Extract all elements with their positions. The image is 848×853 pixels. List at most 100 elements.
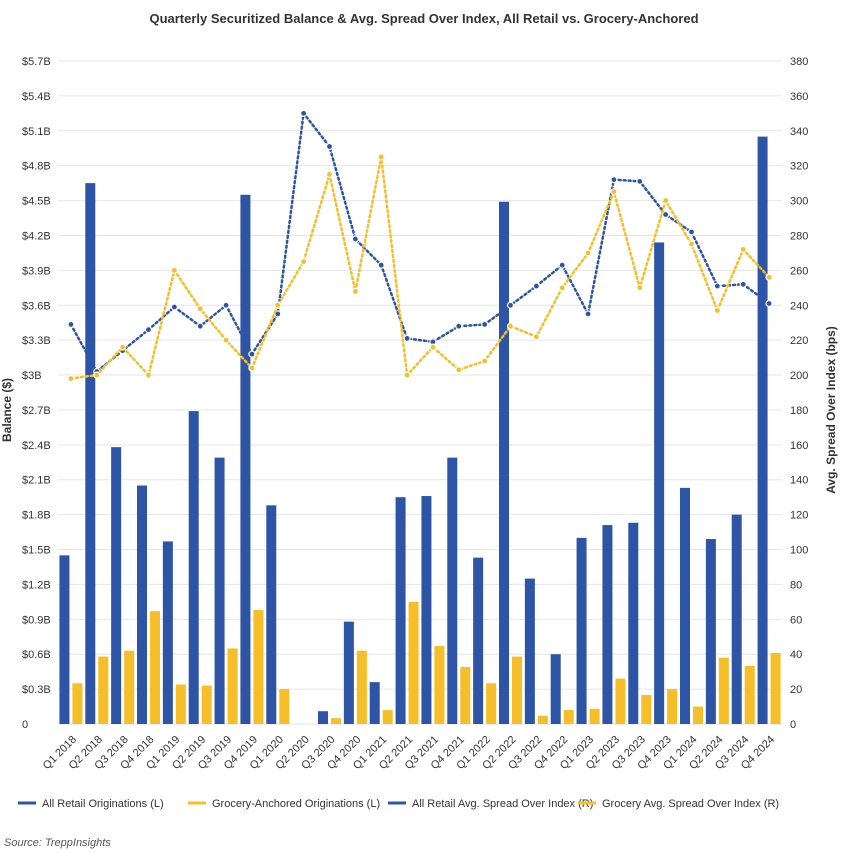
right-axis-ticks: 0 20 40 60 80 100 120 140 160 180 200 220 240 260 280 3… <box>790 56 808 731</box>
y2-tick-label: 100 <box>790 545 808 557</box>
y2-tick-label: 40 <box>790 649 802 661</box>
y2-tick-label: 260 <box>790 265 808 277</box>
y-tick-label: $2.7B <box>22 405 51 417</box>
grocery-bar <box>615 678 626 724</box>
grocery-spread-point <box>325 170 334 179</box>
all-retail-bar <box>499 201 509 724</box>
y-tick-label: $4.2B <box>22 230 51 242</box>
all-retail-bar <box>240 194 251 724</box>
all-retail-spread-point <box>687 228 696 236</box>
legend-label: Grocery Avg. Spread Over Index (R) <box>602 798 779 810</box>
legend-label: All Retail Originations (L) <box>42 798 164 810</box>
chart-title: Quarterly Securitized Balance & Avg. Spr… <box>149 11 699 26</box>
y2-tick-label: 180 <box>790 405 808 417</box>
all-retail-spread-point <box>377 261 385 269</box>
grocery-spread-point <box>144 371 153 379</box>
y2-tick-label: 220 <box>790 335 808 347</box>
y2-tick-label: 120 <box>790 510 808 522</box>
all-retail-spread-point <box>481 320 489 329</box>
all-retail-bar <box>705 539 716 724</box>
all-retail-spread-point <box>300 109 308 117</box>
all-retail-spread-point <box>713 282 721 290</box>
all-retail-spread-point <box>170 303 178 311</box>
bars <box>59 136 781 724</box>
grocery-spread-point <box>93 371 101 379</box>
grocery-bar <box>382 710 393 724</box>
grocery-bar <box>72 683 83 724</box>
grocery-bar <box>150 611 160 724</box>
all-retail-bar <box>343 621 354 724</box>
all-retail-bar <box>111 447 122 724</box>
all-retail-bar <box>214 457 225 724</box>
all-retail-spread-point <box>506 301 515 309</box>
all-retail-spread-point <box>739 280 747 288</box>
all-retail-bar <box>654 242 665 724</box>
legend-label: Grocery-Anchored Originations (L) <box>212 798 380 810</box>
y-tick-label: $3.3B <box>22 335 51 347</box>
chart-svg: 0 $0.3B $0.6B $0.9B $1.2B $1.5B $1.8B $2.1B $2.4… <box>0 56 838 810</box>
y-tick-label: $3.6B <box>22 300 51 312</box>
grocery-bar <box>98 656 109 724</box>
all-retail-spread-point <box>248 350 256 358</box>
all-retail-bar <box>757 136 768 724</box>
y-tick-label: $2.4B <box>22 440 51 452</box>
grocery-bar <box>563 710 574 724</box>
grocery-spread-point <box>300 258 308 266</box>
grocery-spread-point <box>351 287 359 295</box>
grocery-bar <box>693 706 703 724</box>
all-retail-bar <box>680 487 690 724</box>
all-retail-spread-point <box>325 142 334 151</box>
all-retail-spread-point <box>558 261 566 269</box>
grocery-bar <box>589 708 600 724</box>
all-retail-spread-point <box>67 320 75 329</box>
grocery-bar <box>667 689 678 724</box>
all-retail-bar <box>162 541 173 724</box>
all-retail-bar <box>576 537 587 724</box>
all-retail-bar <box>473 557 484 724</box>
all-retail-bar <box>59 555 70 724</box>
grocery-spread-point <box>455 366 463 374</box>
grocery-bar <box>434 646 445 724</box>
y2-tick-label: 280 <box>790 230 808 242</box>
y-tick-label: $4.8B <box>22 161 51 173</box>
y-tick-label: $5.4B <box>22 91 51 103</box>
grocery-spread-point <box>584 249 592 257</box>
all-retail-bar <box>602 525 613 724</box>
all-retail-bar <box>550 654 561 724</box>
y2-tick-label: 0 <box>790 719 796 731</box>
y-tick-label: $1.5B <box>22 545 51 557</box>
grocery-spread-point <box>558 284 566 292</box>
lines <box>67 109 773 383</box>
grocery-spread-point <box>713 306 721 315</box>
y2-tick-label: 240 <box>790 300 808 312</box>
grocery-spread-point <box>377 153 385 161</box>
y-tick-label: $4.5B <box>22 196 51 208</box>
grocery-bar <box>279 689 290 724</box>
grocery-spread-point <box>403 371 411 379</box>
all-retail-bar <box>628 522 639 724</box>
grocery-bar <box>356 650 367 724</box>
all-retail-bar <box>369 682 380 724</box>
grocery-bar <box>124 650 135 724</box>
grocery-spread-point <box>196 305 204 313</box>
y2-tick-label: 360 <box>790 91 808 103</box>
all-retail-bar <box>731 514 742 724</box>
y-tick-label: $0.3B <box>22 684 51 696</box>
y-tick-label: $1.2B <box>22 579 51 591</box>
all-retail-bar <box>188 411 199 724</box>
all-retail-spread-point <box>196 322 204 330</box>
grocery-spread-point <box>429 343 437 351</box>
all-retail-spread-point <box>222 301 230 309</box>
y2-tick-label: 160 <box>790 440 808 452</box>
grocery-bar <box>744 665 755 724</box>
grocery-bar <box>408 601 419 724</box>
all-retail-spread-point <box>584 310 592 318</box>
grocery-bar <box>175 684 186 724</box>
y2-tick-label: 140 <box>790 475 808 487</box>
all-retail-spread-line <box>69 110 771 374</box>
grocery-spread-point <box>119 343 127 351</box>
grocery-bar <box>641 694 652 724</box>
grocery-bar <box>770 653 781 724</box>
